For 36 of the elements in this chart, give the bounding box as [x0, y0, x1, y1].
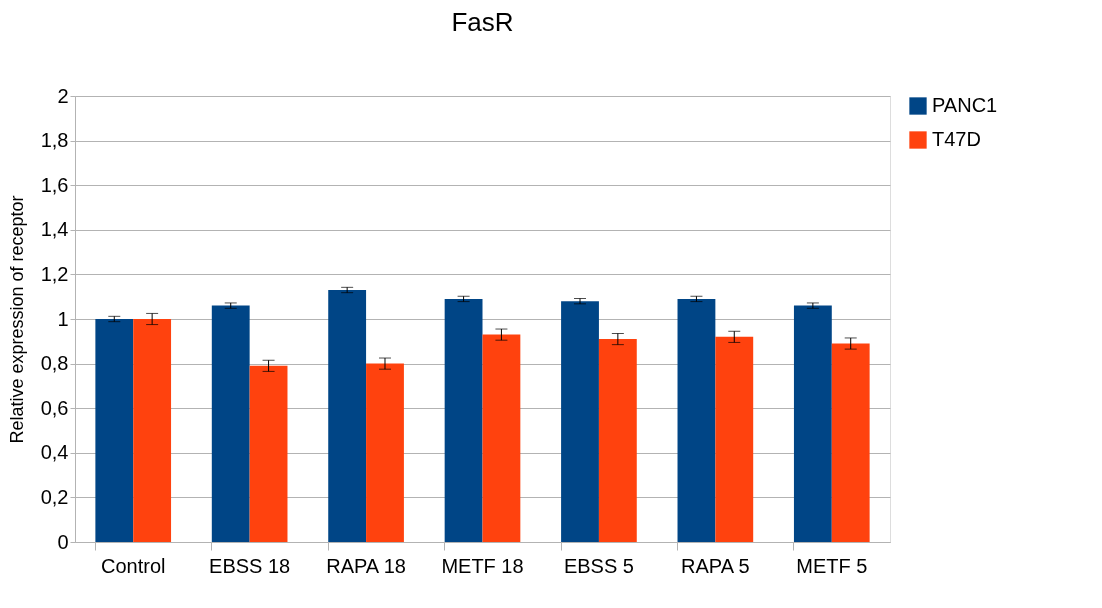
x-tick-label: METF 5: [796, 554, 868, 577]
bar: [211, 305, 250, 542]
bar: [831, 343, 870, 542]
y-tick-label: 1,2: [40, 262, 69, 285]
y-tick-label: 1,6: [40, 173, 69, 196]
y-tick-label: 1: [57, 307, 69, 330]
chart-title: FasR: [451, 7, 514, 37]
bar: [677, 298, 716, 542]
bar: [715, 336, 754, 542]
x-tick-label: EBSS 5: [563, 554, 634, 577]
y-tick-label: 0,2: [40, 485, 69, 508]
x-tick-label: RAPA 18: [326, 554, 406, 577]
y-tick-label: 1,8: [40, 129, 69, 152]
bar: [561, 301, 599, 542]
y-tick-label: 2: [57, 84, 69, 107]
bar: [598, 339, 637, 542]
y-tick-label: 0: [57, 530, 69, 553]
y-tick-label: 0,6: [40, 396, 69, 419]
y-tick-label: 0,8: [40, 352, 69, 375]
y-tick-label: 0,4: [40, 441, 69, 464]
x-tick-label: EBSS 18: [209, 554, 291, 577]
y-axis-title: Relative expression of receptor: [6, 195, 27, 444]
bar: [482, 334, 521, 542]
bar: [444, 298, 483, 542]
legend-label: PANC1: [932, 94, 998, 116]
x-tick-label: METF 18: [441, 554, 524, 577]
x-tick-label: RAPA 5: [681, 554, 750, 577]
y-tick-label: 1,4: [40, 218, 69, 241]
x-tick-label: Control: [100, 554, 166, 577]
bar: [133, 319, 172, 542]
bar: [95, 319, 134, 542]
legend-label: T47D: [932, 128, 981, 150]
bar: [366, 363, 404, 542]
bar: [793, 305, 832, 542]
bar: [249, 365, 288, 542]
bar: [328, 290, 367, 542]
